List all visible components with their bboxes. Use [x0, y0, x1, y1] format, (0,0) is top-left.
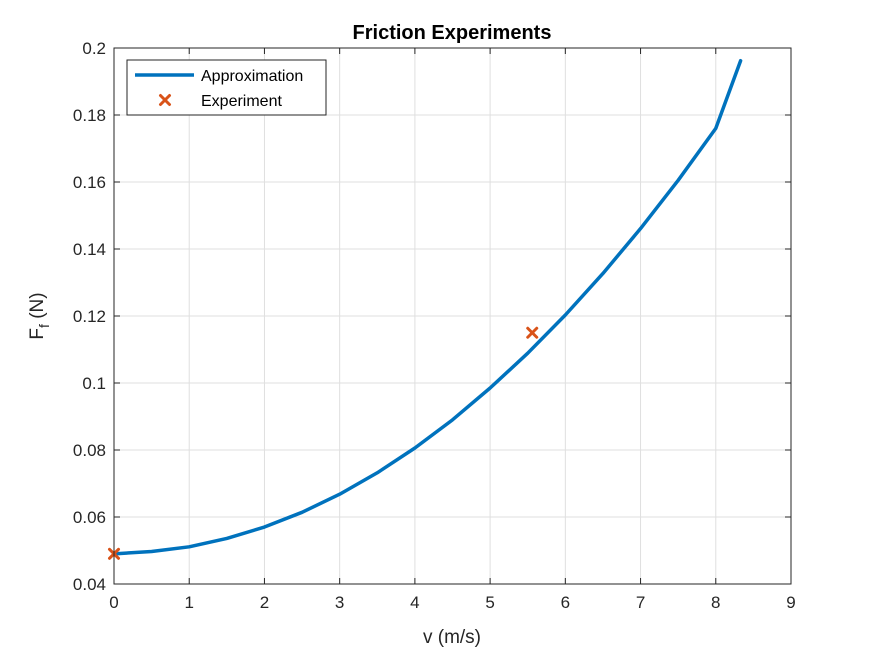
legend-marker-swatch — [159, 94, 171, 106]
approximation-line — [112, 58, 743, 556]
y-axis-title-subscript: f — [36, 324, 52, 328]
svg-text:Ff (N): Ff (N) — [27, 292, 52, 339]
y-tick-label: 0.2 — [82, 39, 106, 58]
y-tick-label: 0.06 — [73, 508, 106, 527]
x-tick-label: 4 — [410, 593, 419, 612]
x-tick-label: 6 — [561, 593, 570, 612]
y-axis-title-main: F — [27, 328, 48, 340]
legend-label-approximation: Approximation — [201, 68, 303, 85]
y-tick-label: 0.14 — [73, 240, 106, 259]
chart-title: Friction Experiments — [353, 22, 552, 44]
x-tick-label: 3 — [335, 593, 344, 612]
legend-x-marker — [159, 94, 171, 106]
x-tick-label: 5 — [485, 593, 494, 612]
y-axis-title-unit: (N) — [27, 292, 48, 324]
y-axis-title: Ff (N) — [27, 292, 52, 339]
y-tick-label: 0.18 — [73, 106, 106, 125]
y-tick-label: 0.04 — [73, 575, 106, 594]
experiment-point — [526, 326, 539, 339]
x-tick-label: 8 — [711, 593, 720, 612]
x-tick-label: 7 — [636, 593, 645, 612]
y-tick-label: 0.1 — [82, 374, 106, 393]
legend-label-experiment: Experiment — [201, 93, 282, 110]
x-tick-label: 1 — [184, 593, 193, 612]
x-tick-label: 9 — [786, 593, 795, 612]
y-tick-label: 0.08 — [73, 441, 106, 460]
y-tick-label: 0.12 — [73, 307, 106, 326]
axes: 0 1 2 3 4 5 6 7 8 9 0.04 0.06 0.08 0.1 0.12 0.14 0.16 0.1… — [73, 39, 796, 612]
legend: Approximation Experiment — [126, 59, 327, 116]
x-tick-label: 2 — [260, 593, 269, 612]
y-tick-label: 0.16 — [73, 173, 106, 192]
x-tick-label: 0 — [109, 593, 118, 612]
x-axis-title: v (m/s) — [423, 627, 481, 648]
